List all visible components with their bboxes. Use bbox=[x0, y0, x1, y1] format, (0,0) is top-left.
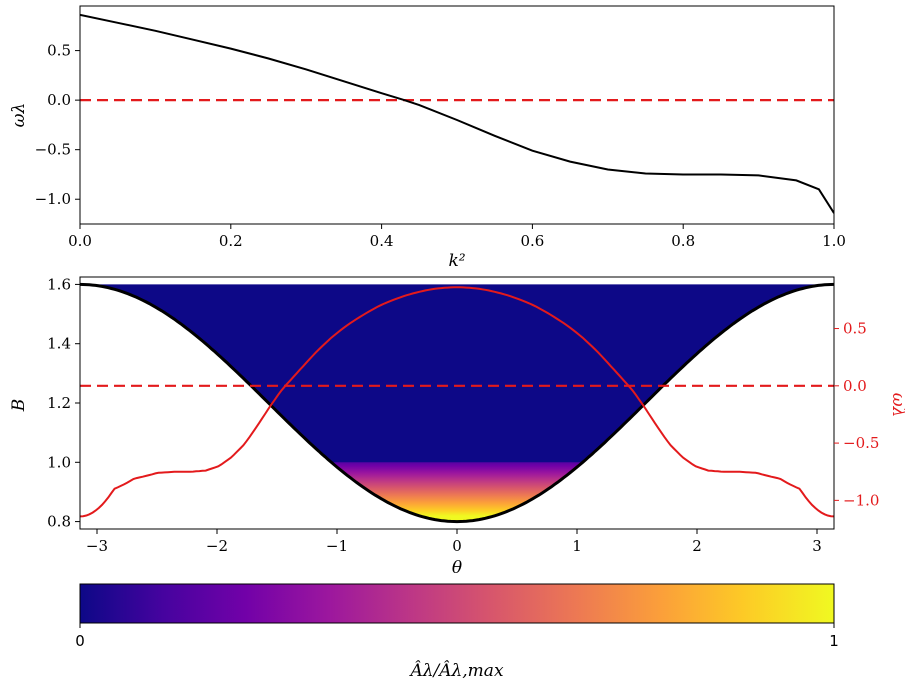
bottom-right-y-tick-label: 0.5 bbox=[843, 320, 867, 338]
bottom-right-y-ticks: 0.5 0.0 −0.5 −1.0 bbox=[834, 320, 879, 509]
bottom-panel: −3 −2 −1 0 1 2 3 1.6 1.4 1.2 1.0 0.8 0.5 0.0 −0.5 −1.… bbox=[9, 275, 905, 578]
bottom-left-y-ticks: 1.6 1.4 1.2 1.0 0.8 bbox=[47, 275, 80, 531]
top-y-axis-label: ωλ bbox=[9, 103, 29, 128]
top-panel: 0.0 0.2 0.4 0.6 0.8 1.0 0.5 0.0 −0.5 −1.0 k² ωλ bbox=[9, 5, 846, 271]
bottom-plot-area bbox=[80, 282, 834, 524]
bottom-x-tick-label: 1 bbox=[572, 537, 582, 555]
top-x-tick-label: 0.0 bbox=[68, 232, 92, 250]
top-plot-area bbox=[80, 13, 834, 214]
bottom-left-y-tick-label: 1.2 bbox=[47, 394, 71, 412]
top-y-tick-label: −1.0 bbox=[35, 190, 71, 208]
colorbar-label: Âλ/Âλ,max bbox=[408, 660, 503, 681]
bottom-x-tick-label: 3 bbox=[812, 537, 822, 555]
top-y-ticks: 0.5 0.0 −0.5 −1.0 bbox=[35, 42, 80, 208]
bottom-left-y-tick-label: 1.6 bbox=[47, 275, 71, 293]
bottom-right-y-tick-label: 0.0 bbox=[843, 377, 867, 395]
colorbar-min-label: 0 bbox=[75, 632, 85, 650]
bottom-x-axis-label: θ bbox=[452, 558, 462, 578]
bottom-x-ticks: −3 −2 −1 0 1 2 3 bbox=[86, 529, 822, 555]
bottom-right-y-tick-label: −1.0 bbox=[843, 491, 879, 509]
top-axes-frame bbox=[79, 5, 835, 225]
bottom-omega-curve bbox=[80, 286, 834, 518]
top-x-tick-label: 0.2 bbox=[219, 232, 243, 250]
bottom-x-tick-label: −1 bbox=[326, 537, 348, 555]
top-x-tick-label: 0.8 bbox=[671, 232, 695, 250]
well-fill-high-amplitude bbox=[331, 462, 583, 522]
bottom-left-y-tick-label: 0.8 bbox=[47, 513, 71, 531]
bottom-x-tick-label: 2 bbox=[692, 537, 702, 555]
bottom-left-y-tick-label: 1.0 bbox=[47, 453, 71, 471]
colorbar-max-label: 1 bbox=[829, 632, 839, 650]
top-x-tick-label: 0.4 bbox=[370, 232, 394, 250]
colorbar-gradient bbox=[79, 583, 835, 624]
top-y-tick-label: −0.5 bbox=[35, 141, 71, 159]
top-y-tick-label: 0.5 bbox=[47, 42, 71, 60]
bottom-x-tick-label: −3 bbox=[86, 537, 108, 555]
bottom-right-y-axis-label: ωλ bbox=[888, 393, 905, 418]
bottom-right-y-tick-label: −0.5 bbox=[843, 434, 879, 452]
bottom-x-tick-label: −2 bbox=[206, 537, 228, 555]
top-x-tick-label: 0.6 bbox=[520, 232, 544, 250]
top-x-axis-label: k² bbox=[448, 251, 465, 271]
bottom-left-y-axis-label: B bbox=[9, 399, 29, 413]
top-x-tick-label: 1.0 bbox=[822, 232, 846, 250]
top-y-tick-label: 0.0 bbox=[47, 91, 71, 109]
well-fill-low-amplitude bbox=[80, 284, 834, 522]
bottom-x-tick-label: 0 bbox=[452, 537, 462, 555]
top-omega-curve bbox=[80, 13, 834, 214]
b-field-curve bbox=[80, 282, 834, 524]
colorbar: 0 1 Âλ/Âλ,max bbox=[75, 583, 839, 681]
bottom-left-y-tick-label: 1.4 bbox=[47, 335, 71, 353]
top-x-ticks: 0.0 0.2 0.4 0.6 0.8 1.0 bbox=[68, 224, 846, 250]
